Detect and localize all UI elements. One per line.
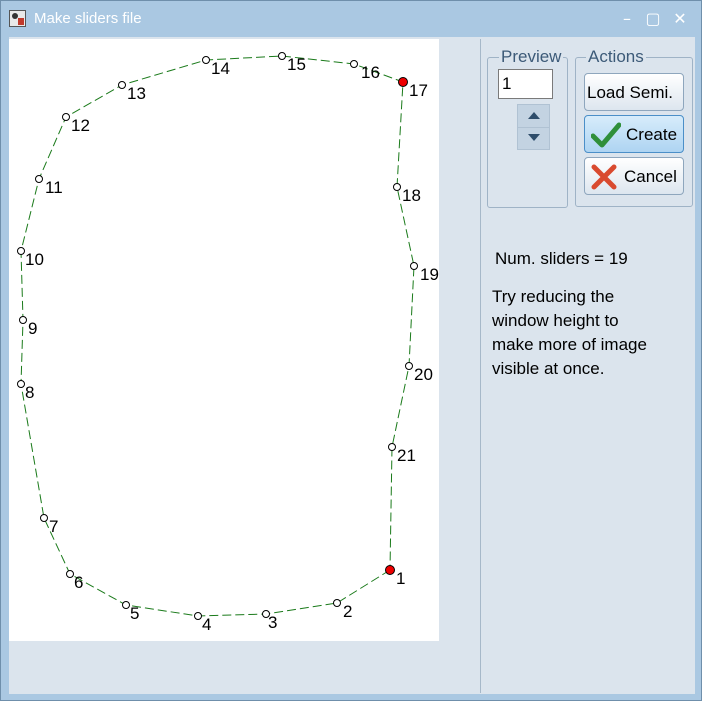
title-bar[interactable]: Make sliders file – ▢ ✕ [1, 1, 701, 37]
arrow-down-icon [528, 134, 540, 141]
slider-landmark-point[interactable] [17, 380, 25, 388]
landmark-label: 7 [49, 517, 58, 536]
landmark-label: 17 [409, 81, 428, 100]
hint-text: Try reducing the window height to make m… [492, 287, 647, 378]
landmark-label: 21 [397, 446, 416, 465]
landmark-label: 12 [71, 116, 90, 135]
check-icon [591, 122, 621, 148]
outline-path [20, 55, 415, 617]
actions-group: Actions [575, 47, 693, 207]
spin-down-button[interactable] [518, 127, 549, 149]
cancel-button[interactable]: Cancel [584, 157, 684, 195]
landmark-label: 10 [25, 250, 44, 269]
slider-landmark-point[interactable] [202, 56, 210, 64]
slider-landmark-point[interactable] [118, 81, 126, 89]
actions-group-label: Actions [586, 47, 646, 67]
landmark-label: 14 [211, 59, 230, 78]
minimize-button[interactable]: – [623, 9, 631, 28]
slider-landmark-point[interactable] [62, 113, 70, 121]
create-button[interactable]: Create [584, 115, 684, 153]
landmark-label: 18 [402, 186, 421, 205]
fixed-landmark-point[interactable] [385, 565, 395, 575]
window-title: Make sliders file [34, 10, 142, 27]
slider-landmark-point[interactable] [388, 443, 396, 451]
slider-landmark-point[interactable] [410, 262, 418, 270]
landmark-label: 9 [28, 319, 37, 338]
landmark-label: 8 [25, 383, 34, 402]
app-icon [9, 10, 26, 27]
panel-splitter[interactable] [480, 39, 481, 693]
preview-group: Preview [487, 47, 568, 208]
client-area: 1 2 3 4 5 6 7 8 9 10 11 12 13 14 15 16 17 18 19 20 21 Previe… [9, 37, 695, 694]
preview-group-label: Preview [499, 47, 564, 67]
preview-spinner[interactable] [517, 104, 550, 150]
landmark-label: 11 [45, 178, 63, 197]
arrow-up-icon [528, 112, 540, 119]
landmark-label: 19 [420, 265, 439, 284]
create-label: Create [626, 125, 678, 144]
slider-landmark-point[interactable] [17, 247, 25, 255]
slider-landmark-point[interactable] [19, 316, 27, 324]
spin-up-button[interactable] [518, 105, 549, 128]
load-semi-button[interactable]: Load Semi. [584, 73, 684, 111]
slider-landmark-point[interactable] [35, 175, 43, 183]
slider-landmark-point[interactable] [40, 514, 48, 522]
slider-landmark-point[interactable] [350, 60, 358, 68]
landmark-label: 4 [202, 615, 211, 634]
cancel-label: Cancel [624, 167, 677, 186]
maximize-button[interactable]: ▢ [645, 9, 661, 28]
landmark-label: 1 [396, 569, 405, 588]
slider-landmark-point[interactable] [405, 362, 413, 370]
slider-landmark-point[interactable] [122, 601, 130, 609]
landmark-label: 15 [287, 55, 306, 74]
landmark-label: 2 [343, 602, 352, 621]
num-sliders-text: Num. sliders = 19 [495, 249, 628, 268]
landmark-label: 13 [127, 84, 146, 103]
slider-landmark-point[interactable] [194, 612, 202, 620]
preview-number-input[interactable] [498, 69, 553, 99]
cancel-x-icon [591, 164, 617, 190]
landmark-label: 3 [268, 613, 277, 632]
slider-landmark-point[interactable] [278, 52, 286, 60]
slider-landmark-point[interactable] [333, 599, 341, 607]
landmark-canvas[interactable]: 1 2 3 4 5 6 7 8 9 10 11 12 13 14 15 16 17 18 19 20 21 [9, 39, 439, 641]
fixed-landmark-point[interactable] [398, 77, 408, 87]
landmark-label: 20 [414, 365, 433, 384]
close-button[interactable]: ✕ [673, 9, 687, 28]
landmark-label: 6 [74, 573, 83, 592]
landmark-label: 5 [130, 604, 139, 623]
landmark-label: 16 [361, 63, 380, 82]
load-semi-label: Load Semi. [587, 83, 673, 102]
slider-landmark-point[interactable] [393, 183, 401, 191]
slider-landmark-point[interactable] [262, 610, 270, 618]
slider-landmark-point[interactable] [66, 570, 74, 578]
